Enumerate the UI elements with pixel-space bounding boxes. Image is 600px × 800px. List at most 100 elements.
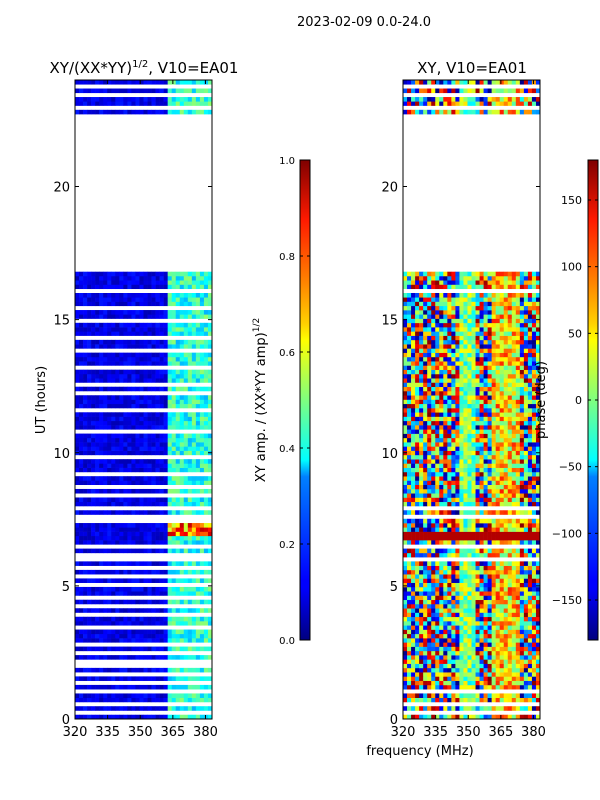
heatmap-cell	[455, 642, 460, 647]
heatmap-cell	[495, 565, 501, 571]
heatmap-cell	[515, 565, 521, 571]
heatmap-cell	[183, 578, 189, 583]
heatmap-cell	[427, 693, 432, 698]
heatmap-cell	[475, 493, 480, 498]
heatmap-cell	[187, 412, 193, 417]
heatmap-cell	[199, 621, 205, 626]
heatmap-cell	[447, 552, 452, 558]
heatmap-cell	[443, 680, 448, 686]
colorbar-tick-label: 0.4	[279, 444, 295, 455]
heatmap-cell	[411, 591, 416, 596]
heatmap-cell	[463, 501, 468, 507]
heatmap-cell	[207, 633, 213, 639]
heatmap-cell	[87, 450, 92, 456]
heatmap-cell	[463, 603, 468, 609]
heatmap-cell	[519, 697, 525, 703]
heatmap-cell	[147, 476, 152, 481]
heatmap-cell	[111, 88, 116, 94]
heatmap-cell	[423, 518, 428, 524]
heatmap-cell	[443, 591, 448, 596]
heatmap-cell	[471, 659, 476, 664]
heatmap-cell	[463, 621, 468, 626]
heatmap-cell	[451, 574, 456, 579]
heatmap-cell	[147, 540, 152, 545]
heatmap-cell	[403, 497, 408, 503]
heatmap-cell	[175, 109, 181, 115]
heatmap-cell	[175, 88, 181, 94]
heatmap-cell	[415, 467, 420, 473]
heatmap-cell	[479, 501, 484, 507]
heatmap-cell	[435, 697, 440, 703]
heatmap-cell	[535, 646, 541, 652]
heatmap-cell	[479, 655, 484, 660]
heatmap-cell	[187, 425, 193, 430]
heatmap-cell	[151, 629, 156, 635]
heatmap-cell	[131, 339, 136, 345]
heatmap-cell	[79, 271, 84, 277]
heatmap-cell	[99, 80, 104, 85]
heatmap-cell	[423, 650, 428, 656]
heatmap-cell	[115, 667, 120, 673]
heatmap-cell	[123, 88, 128, 94]
heatmap-cell	[83, 339, 88, 345]
heatmap-cell	[167, 344, 173, 349]
heatmap-cell	[147, 646, 152, 652]
heatmap-cell	[423, 429, 428, 434]
heatmap-cell	[175, 386, 181, 392]
heatmap-cell	[455, 408, 460, 413]
heatmap-cell	[495, 450, 501, 456]
heatmap-cell	[523, 437, 529, 443]
heatmap-cell	[171, 527, 177, 532]
heatmap-cell	[79, 706, 84, 711]
heatmap-cell	[155, 527, 160, 532]
heatmap-cell	[83, 488, 88, 494]
heatmap-cell	[411, 446, 416, 451]
heatmap-cell	[531, 621, 537, 626]
heatmap-cell	[459, 403, 464, 409]
heatmap-cell	[419, 565, 424, 571]
heatmap-cell	[459, 672, 464, 677]
heatmap-cell	[143, 275, 148, 281]
heatmap-cell	[447, 582, 452, 588]
heatmap-cell	[155, 629, 160, 635]
heatmap-cell	[199, 88, 205, 94]
heatmap-cell	[495, 706, 501, 711]
heatmap-cell	[523, 621, 529, 626]
heatmap-cell	[439, 484, 444, 490]
heatmap-cell	[515, 480, 521, 485]
heatmap-cell	[427, 471, 432, 477]
heatmap-cell	[87, 80, 92, 85]
heatmap-cell	[427, 680, 432, 686]
heatmap-cell	[483, 408, 488, 413]
heatmap-cell	[515, 684, 521, 690]
heatmap-cell	[155, 275, 160, 281]
heatmap-cell	[135, 480, 140, 485]
heatmap-cell	[115, 608, 120, 613]
heatmap-cell	[423, 625, 428, 630]
heatmap-cell	[451, 578, 456, 583]
heatmap-cell	[103, 339, 108, 345]
heatmap-cell	[119, 667, 124, 673]
heatmap-cell	[203, 446, 209, 451]
heatmap-cell	[523, 493, 529, 498]
heatmap-cell	[155, 386, 160, 392]
heatmap-cell	[519, 565, 525, 571]
heatmap-cell	[475, 412, 480, 417]
heatmap-cell	[179, 527, 185, 532]
heatmap-cell	[419, 574, 424, 579]
heatmap-cell	[447, 501, 452, 507]
heatmap-cell	[175, 369, 181, 375]
heatmap-cell	[119, 284, 124, 290]
heatmap-cell	[143, 310, 148, 315]
heatmap-cell	[123, 540, 128, 545]
heatmap-cell	[435, 459, 440, 464]
heatmap-cell	[119, 523, 124, 528]
heatmap-cell	[135, 399, 140, 405]
heatmap-cell	[519, 693, 525, 698]
heatmap-cell	[151, 109, 156, 115]
heatmap-cell	[479, 493, 484, 498]
heatmap-cell	[439, 399, 444, 405]
heatmap-cell	[407, 608, 412, 613]
heatmap-cell	[83, 310, 88, 315]
heatmap-cell	[107, 412, 112, 417]
